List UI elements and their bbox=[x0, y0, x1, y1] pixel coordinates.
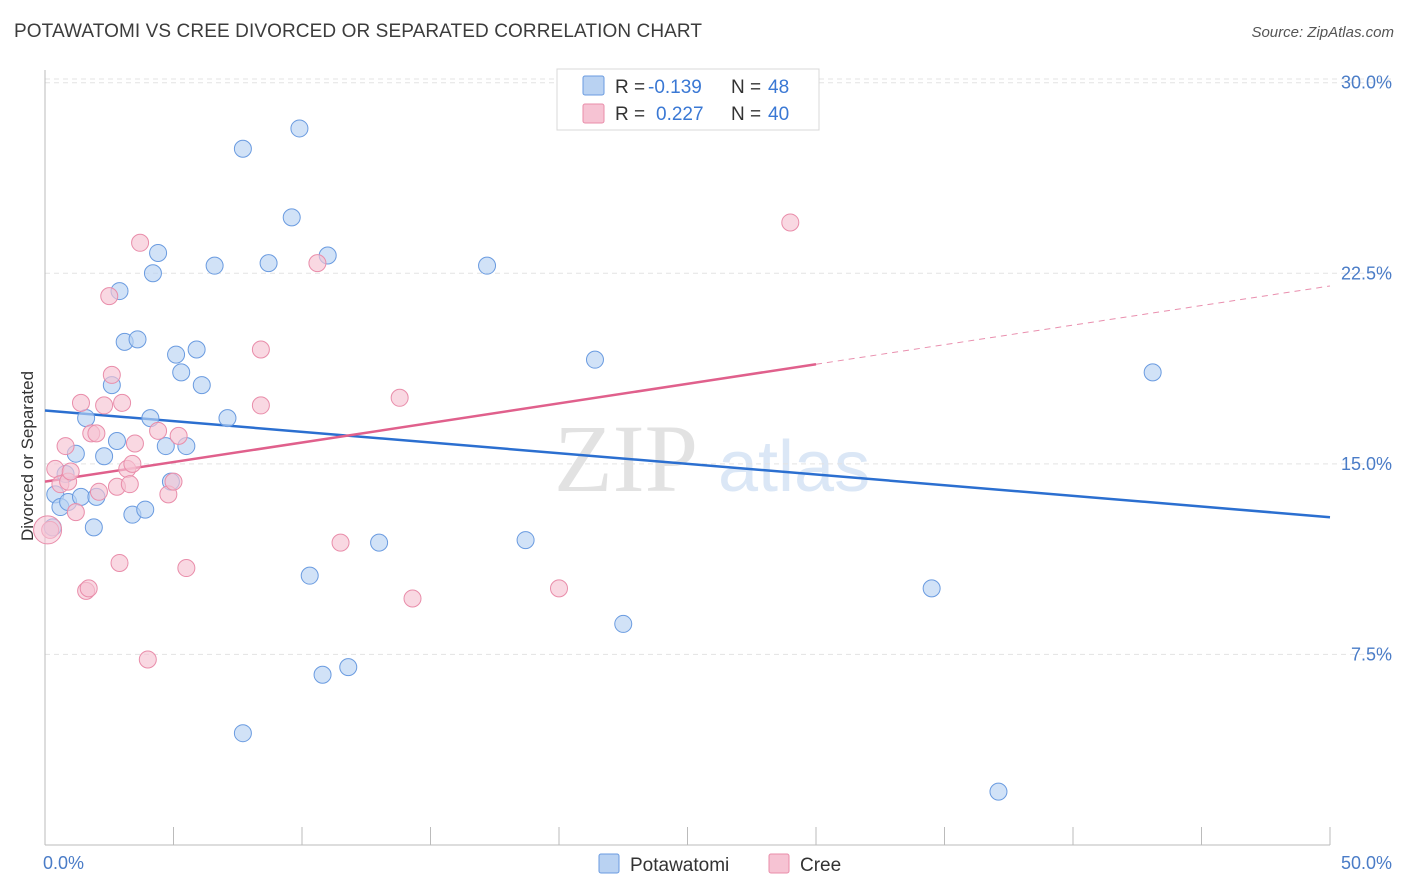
legend-n-value-cree: 40 bbox=[768, 104, 789, 125]
data-point-potawatomi bbox=[95, 447, 114, 466]
data-point-cree bbox=[251, 340, 270, 359]
y-tick-label: 7.5% bbox=[1351, 644, 1392, 664]
data-point-cree bbox=[251, 396, 270, 415]
data-point-cree bbox=[177, 559, 196, 578]
legend-r-label-potawatomi: R = bbox=[615, 77, 645, 98]
data-point-potawatomi bbox=[233, 139, 252, 158]
data-point-cree bbox=[164, 472, 183, 491]
data-point-cree bbox=[71, 393, 90, 412]
data-point-cree bbox=[46, 459, 65, 478]
gridlines bbox=[45, 78, 1392, 655]
watermark-atlas: atlas bbox=[718, 427, 870, 507]
legend-n-value-potawatomi: 48 bbox=[768, 77, 789, 98]
data-point-potawatomi bbox=[585, 350, 604, 369]
data-point-cree bbox=[390, 388, 409, 407]
data-point-potawatomi bbox=[77, 409, 96, 428]
chart-title: POTAWATOMI VS CREE DIVORCED OR SEPARATED… bbox=[14, 21, 703, 42]
x-tick-label-min: 0.0% bbox=[43, 853, 84, 873]
data-point-cree bbox=[87, 424, 106, 443]
data-point-cree bbox=[100, 287, 119, 306]
legend-r-value-potawatomi: -0.139 bbox=[648, 77, 702, 98]
data-point-potawatomi bbox=[107, 431, 126, 450]
data-point-cree bbox=[169, 426, 188, 445]
data-point-potawatomi bbox=[989, 782, 1008, 801]
data-point-cree bbox=[79, 579, 98, 598]
legend: R = -0.139 N = 48 R = 0.227 N = 40 bbox=[556, 68, 820, 131]
data-point-cluster bbox=[33, 515, 63, 545]
y-tick-label: 15.0% bbox=[1341, 454, 1392, 474]
data-point-potawatomi bbox=[313, 665, 332, 684]
data-point-cree bbox=[66, 503, 85, 522]
data-point-cree bbox=[149, 421, 168, 440]
trend-line-extension-cree bbox=[815, 285, 1331, 365]
axes: 7.5% 15.0% 22.5% 30.0% bbox=[44, 70, 1392, 846]
data-point-cree bbox=[138, 650, 157, 669]
data-point-cree bbox=[550, 579, 568, 598]
x-tick-label-max: 50.0% bbox=[1341, 853, 1392, 873]
data-point-cree bbox=[120, 475, 139, 494]
data-point-potawatomi bbox=[187, 340, 206, 359]
data-point-potawatomi bbox=[156, 437, 175, 456]
data-point-cree bbox=[403, 589, 422, 608]
data-point-potawatomi bbox=[128, 330, 147, 349]
data-point-cree bbox=[89, 482, 108, 501]
data-point-potawatomi bbox=[172, 363, 191, 382]
data-point-cree bbox=[125, 434, 144, 453]
data-point-potawatomi bbox=[259, 254, 278, 273]
data-point-potawatomi bbox=[339, 658, 358, 677]
data-point-potawatomi bbox=[300, 566, 319, 585]
data-point-potawatomi bbox=[192, 376, 211, 395]
data-point-potawatomi bbox=[143, 264, 162, 283]
data-point-potawatomi bbox=[614, 614, 633, 633]
y-tick-label: 30.0% bbox=[1341, 73, 1392, 93]
legend-swatch-cree bbox=[582, 103, 605, 124]
data-point-cree bbox=[61, 462, 80, 481]
data-point-cree bbox=[95, 396, 114, 415]
data-point-potawatomi bbox=[167, 345, 186, 364]
data-point-cree bbox=[308, 254, 327, 273]
trend-line-cree bbox=[44, 363, 817, 483]
data-point-potawatomi bbox=[149, 243, 168, 262]
data-point-potawatomi bbox=[922, 579, 941, 598]
data-point-cree bbox=[113, 393, 132, 412]
legend-r-value-cree: 0.227 bbox=[656, 104, 704, 125]
legend-n-label-potawatomi: N = bbox=[731, 77, 761, 98]
data-point-potawatomi bbox=[478, 256, 497, 275]
data-point-potawatomi bbox=[218, 409, 237, 428]
data-point-cree bbox=[102, 365, 121, 384]
data-point-potawatomi bbox=[516, 531, 535, 550]
legend-r-label-cree: R = bbox=[615, 104, 645, 125]
legend-swatch-potawatomi bbox=[582, 75, 605, 96]
legend-n-label-cree: N = bbox=[731, 104, 761, 125]
data-points bbox=[33, 119, 1162, 801]
bottom-legend-swatch-potawatomi bbox=[598, 853, 620, 874]
bottom-legend: Potawatomi Cree bbox=[598, 853, 841, 876]
data-point-potawatomi bbox=[290, 119, 309, 138]
data-point-potawatomi bbox=[282, 208, 301, 227]
trend-line-potawatomi bbox=[44, 409, 1331, 519]
y-tick-label: 22.5% bbox=[1341, 263, 1392, 283]
bottom-legend-swatch-cree bbox=[768, 853, 790, 874]
data-point-cree bbox=[781, 213, 800, 232]
data-point-cree bbox=[131, 233, 150, 252]
trend-lines bbox=[44, 285, 1331, 519]
data-point-potawatomi bbox=[233, 724, 252, 743]
data-point-cree bbox=[110, 553, 129, 572]
source-credit: Source: ZipAtlas.com bbox=[1251, 24, 1394, 41]
data-point-cree bbox=[56, 437, 75, 456]
bottom-legend-label-cree: Cree bbox=[800, 855, 841, 876]
data-point-potawatomi bbox=[71, 487, 90, 506]
data-point-potawatomi bbox=[205, 256, 224, 275]
data-point-potawatomi bbox=[84, 518, 103, 537]
bottom-legend-label-potawatomi: Potawatomi bbox=[630, 855, 729, 876]
data-point-potawatomi bbox=[370, 533, 389, 552]
data-point-potawatomi bbox=[1143, 363, 1162, 382]
y-axis-label: Divorced or Separated bbox=[18, 371, 37, 541]
data-point-potawatomi bbox=[136, 500, 155, 519]
data-point-cree bbox=[123, 454, 142, 473]
data-point-cree bbox=[331, 533, 350, 552]
